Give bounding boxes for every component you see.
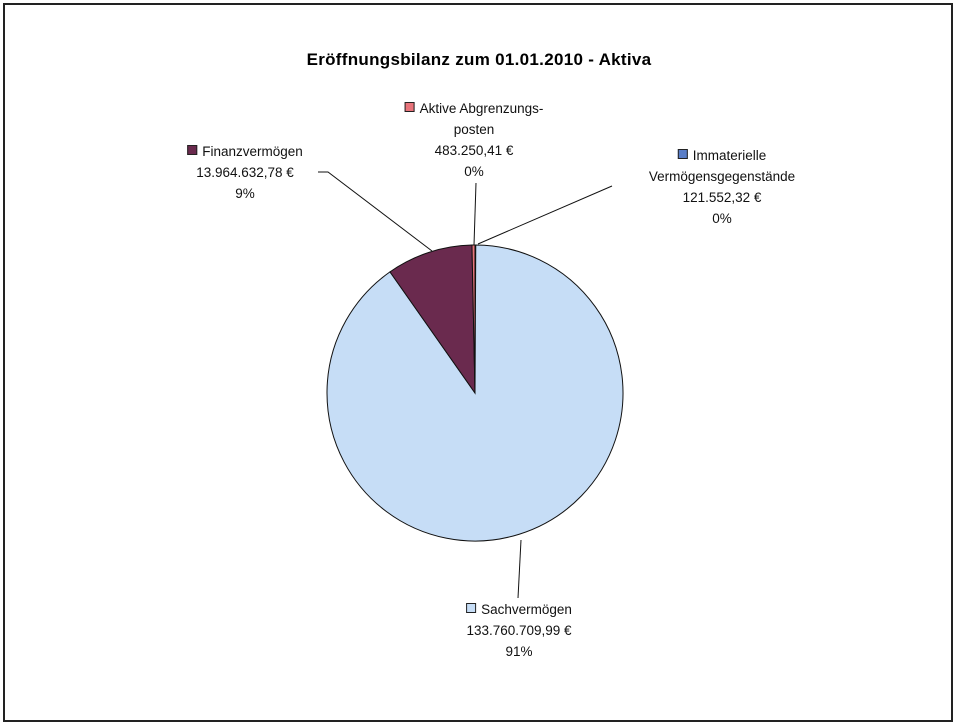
legend-swatch — [466, 603, 477, 613]
percent-label: 9% — [235, 186, 255, 201]
category-label: Aktive Abgrenzungs- posten — [419, 101, 544, 137]
category-label: Immaterielle Vermögensgegenstände — [648, 148, 796, 184]
legend-swatch — [677, 149, 688, 159]
slice-label: Aktive Abgrenzungs- posten 483.250,41 € 0% — [404, 98, 544, 182]
value-label: 13.964.632,78 € — [196, 165, 294, 180]
label-head: Finanzvermögen — [187, 141, 303, 162]
legend-swatch — [187, 145, 198, 155]
leader-line — [473, 182, 477, 246]
slice-label: Finanzvermögen 13.964.632,78 € 9% — [187, 141, 303, 204]
value-label: 121.552,32 € — [682, 190, 762, 205]
percent-label: 0% — [712, 211, 732, 226]
pie-slice — [471, 244, 476, 394]
slice-label: Immaterielle Vermögensgegenstände 121.552… — [649, 145, 795, 229]
value-label: 483.250,41 € — [434, 143, 514, 158]
slice-label: Sachvermögen 133.760.709,99 € 91% — [466, 599, 572, 662]
legend-swatch — [404, 102, 415, 112]
leader-line — [477, 185, 613, 245]
percent-label: 91% — [505, 644, 533, 659]
category-label: Finanzvermögen — [202, 144, 303, 159]
leader-line — [517, 539, 522, 599]
label-head: Sachvermögen — [466, 599, 572, 620]
percent-label: 0% — [464, 164, 484, 179]
value-label: 133.760.709,99 € — [466, 623, 572, 638]
label-head: Immaterielle Vermögensgegenstände — [649, 145, 795, 187]
chart-title: Eröffnungsbilanz zum 01.01.2010 - Aktiva — [306, 50, 652, 69]
pie-slice — [389, 244, 476, 395]
leader-line — [318, 171, 433, 252]
label-head: Aktive Abgrenzungs- posten — [404, 98, 544, 140]
category-label: Sachvermögen — [481, 602, 572, 617]
frame — [3, 3, 953, 722]
